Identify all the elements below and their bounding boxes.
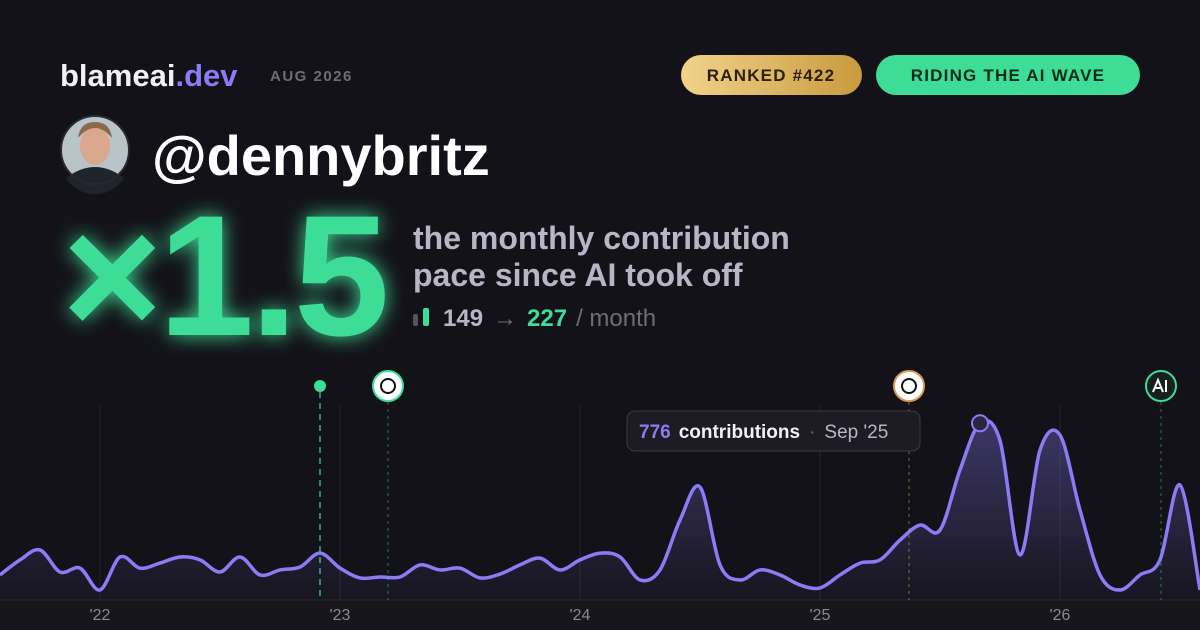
brand-suffix: .dev — [175, 58, 238, 93]
caption: pace since AI took off — [413, 257, 743, 293]
x-tick-label: '25 — [810, 607, 831, 624]
tooltip-date: Sep '25 — [824, 422, 888, 443]
x-tick-label: '22 — [90, 607, 111, 624]
pace: 149 → 227 / month — [443, 305, 656, 332]
brand-name: blameai — [60, 58, 175, 93]
tooltip-label: contributions — [679, 422, 800, 443]
chart: '22 '23 '24 '25 '26 — [0, 405, 1200, 630]
tooltip: 776 contributions · Sep '25 — [626, 410, 921, 452]
area — [0, 420, 1200, 600]
status-badge-text: RIDING THE AI WAVE — [911, 66, 1105, 85]
pace-icon — [413, 314, 418, 326]
tooltip-value: 776 — [639, 422, 671, 443]
axis-band — [0, 600, 1200, 630]
status-badge — [876, 55, 1140, 95]
highlight-point — [971, 414, 989, 433]
rank-badge — [681, 55, 862, 95]
rank-badge-text: RANKED #422 — [707, 66, 835, 85]
line — [0, 419, 1200, 592]
pace-before: 149 — [443, 305, 483, 332]
handle: @dennybritz — [152, 124, 490, 187]
tooltip-box — [626, 410, 921, 452]
event-markers — [314, 370, 1177, 600]
brand: blameai.dev — [60, 58, 238, 93]
pace-after: 227 — [527, 305, 567, 332]
tooltip-separator: · — [809, 422, 815, 443]
x-tick-label: '24 — [570, 607, 591, 624]
multiplier: ×1.5 — [62, 180, 386, 372]
period: AUG 2026 — [270, 68, 353, 85]
caption: the monthly contribution — [413, 220, 790, 256]
x-tick-label: '23 — [330, 607, 351, 624]
pace-arrow: → — [493, 305, 517, 332]
pace-icon — [423, 308, 429, 326]
avatar — [60, 115, 130, 195]
pace-unit: / month — [576, 305, 656, 332]
x-tick-label: '26 — [1050, 607, 1071, 624]
tooltip-text: 776 contributions · Sep '25 — [639, 422, 888, 443]
